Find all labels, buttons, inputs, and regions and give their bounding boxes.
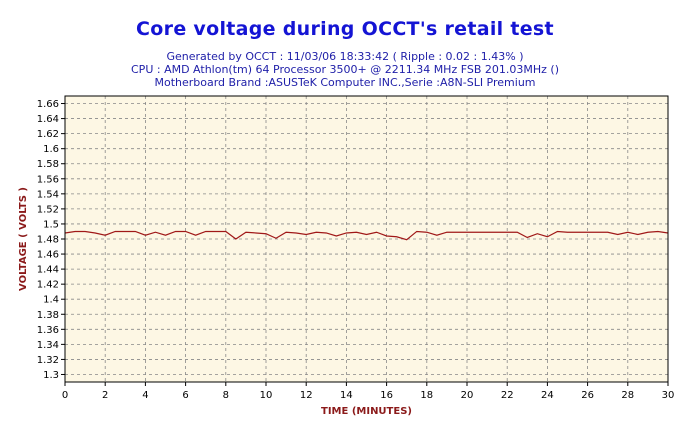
chart-subtitle-line-2: CPU : AMD Athlon(tm) 64 Processor 3500+ … bbox=[131, 63, 559, 76]
y-tick-label: 1.54 bbox=[37, 189, 59, 200]
y-axis-label: VOLTAGE ( VOLTS ) bbox=[18, 187, 29, 291]
x-tick-label: 8 bbox=[223, 390, 229, 401]
y-tick-label: 1.48 bbox=[37, 235, 59, 246]
x-tick-label: 6 bbox=[182, 390, 188, 401]
plot-border bbox=[64, 95, 669, 383]
y-tick-label: 1.38 bbox=[37, 310, 59, 321]
y-axis: 1.3 1.32 1.34 1.36 1.38 1.4 1.42 1.44 1.46 1.48 1.… bbox=[37, 99, 65, 381]
grid bbox=[65, 96, 668, 382]
x-tick-label: 12 bbox=[300, 390, 313, 401]
x-tick-label: 2 bbox=[102, 390, 108, 401]
y-tick-label: 1.3 bbox=[43, 370, 59, 381]
x-tick-label: 4 bbox=[142, 390, 148, 401]
y-tick-label: 1.32 bbox=[37, 355, 59, 366]
x-tick-label: 20 bbox=[461, 390, 474, 401]
y-tick-label: 1.44 bbox=[37, 265, 59, 276]
x-tick-label: 18 bbox=[420, 390, 433, 401]
y-tick-label: 1.66 bbox=[37, 99, 59, 110]
y-tick-label: 1.42 bbox=[37, 280, 59, 291]
y-tick-label: 1.5 bbox=[43, 219, 59, 230]
y-tick-label: 1.34 bbox=[37, 340, 59, 351]
y-tick-label: 1.36 bbox=[37, 325, 59, 336]
chart-subtitle-line-1: Generated by OCCT : 11/03/06 18:33:42 ( … bbox=[166, 50, 524, 63]
x-tick-label: 22 bbox=[501, 390, 514, 401]
y-tick-label: 1.52 bbox=[37, 204, 59, 215]
x-axis: 0 2 4 6 8 10 12 14 16 18 20 22 24 26 28 30 bbox=[62, 382, 675, 401]
x-tick-label: 16 bbox=[380, 390, 393, 401]
chart-subtitle-line-3: Motherboard Brand :ASUSTeK Computer INC.… bbox=[154, 76, 536, 89]
x-tick-label: 26 bbox=[581, 390, 594, 401]
y-tick-label: 1.46 bbox=[37, 250, 59, 261]
y-tick-label: 1.58 bbox=[37, 159, 59, 170]
x-tick-label: 24 bbox=[541, 390, 554, 401]
x-tick-label: 0 bbox=[62, 390, 68, 401]
x-axis-label: TIME (MINUTES) bbox=[321, 406, 412, 417]
chart-title: Core voltage during OCCT's retail test bbox=[136, 18, 554, 40]
x-tick-label: 28 bbox=[621, 390, 634, 401]
x-tick-label: 10 bbox=[260, 390, 273, 401]
voltage-series-line bbox=[64, 230, 669, 241]
y-tick-label: 1.6 bbox=[43, 144, 59, 155]
x-tick-label: 14 bbox=[340, 390, 353, 401]
y-tick-label: 1.62 bbox=[37, 129, 59, 140]
y-tick-label: 1.64 bbox=[37, 114, 59, 125]
x-tick-label: 30 bbox=[662, 390, 675, 401]
y-tick-label: 1.4 bbox=[43, 295, 59, 306]
y-tick-label: 1.56 bbox=[37, 174, 59, 185]
